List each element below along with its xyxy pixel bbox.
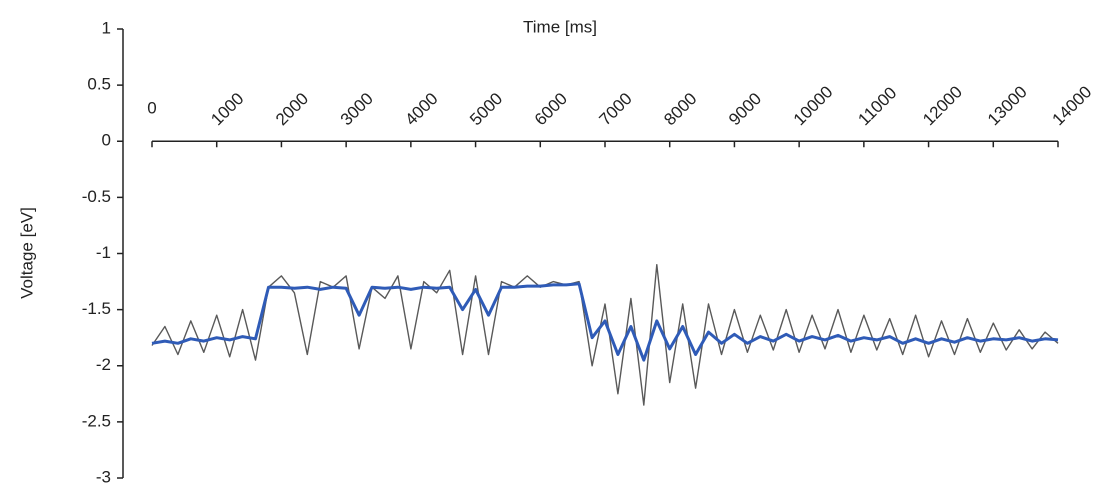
y-tick-label: 0.5 [87,75,111,94]
x-tick-label: 14000 [1049,82,1093,129]
y-tick-label: -1.5 [82,299,111,318]
x-tick-label: 11000 [854,83,900,129]
x-tick-label: 5000 [466,89,506,129]
y-tick-label: -0.5 [82,187,111,206]
x-axis-title: Time [ms] [523,17,597,36]
x-tick-label: 9000 [725,89,765,129]
x-tick-label: 12000 [919,82,966,129]
x-tick-label: 6000 [531,89,571,129]
x-tick-label: 4000 [401,89,441,129]
series-line [151,282,1059,362]
x-tick-label: 3000 [337,89,377,129]
y-tick-label: -3 [96,467,111,486]
x-tick-label: 0 [147,99,156,118]
y-tick-label: 0 [102,131,111,150]
y-tick-label: 1 [102,18,111,37]
y-tick-label: -1 [96,243,111,262]
y-tick-label: -2 [96,355,111,374]
x-tick-label: 1000 [207,89,247,129]
x-tick-label: 13000 [984,82,1031,129]
x-tick-label: 8000 [660,89,700,129]
x-tick-label: 10000 [790,82,837,129]
y-tick-label: -2.5 [82,411,111,430]
x-tick-label: 2000 [272,89,312,129]
x-tick-label: 7000 [596,89,636,129]
series-line [151,264,1059,406]
y-axis-title: Voltage [eV] [17,207,36,299]
